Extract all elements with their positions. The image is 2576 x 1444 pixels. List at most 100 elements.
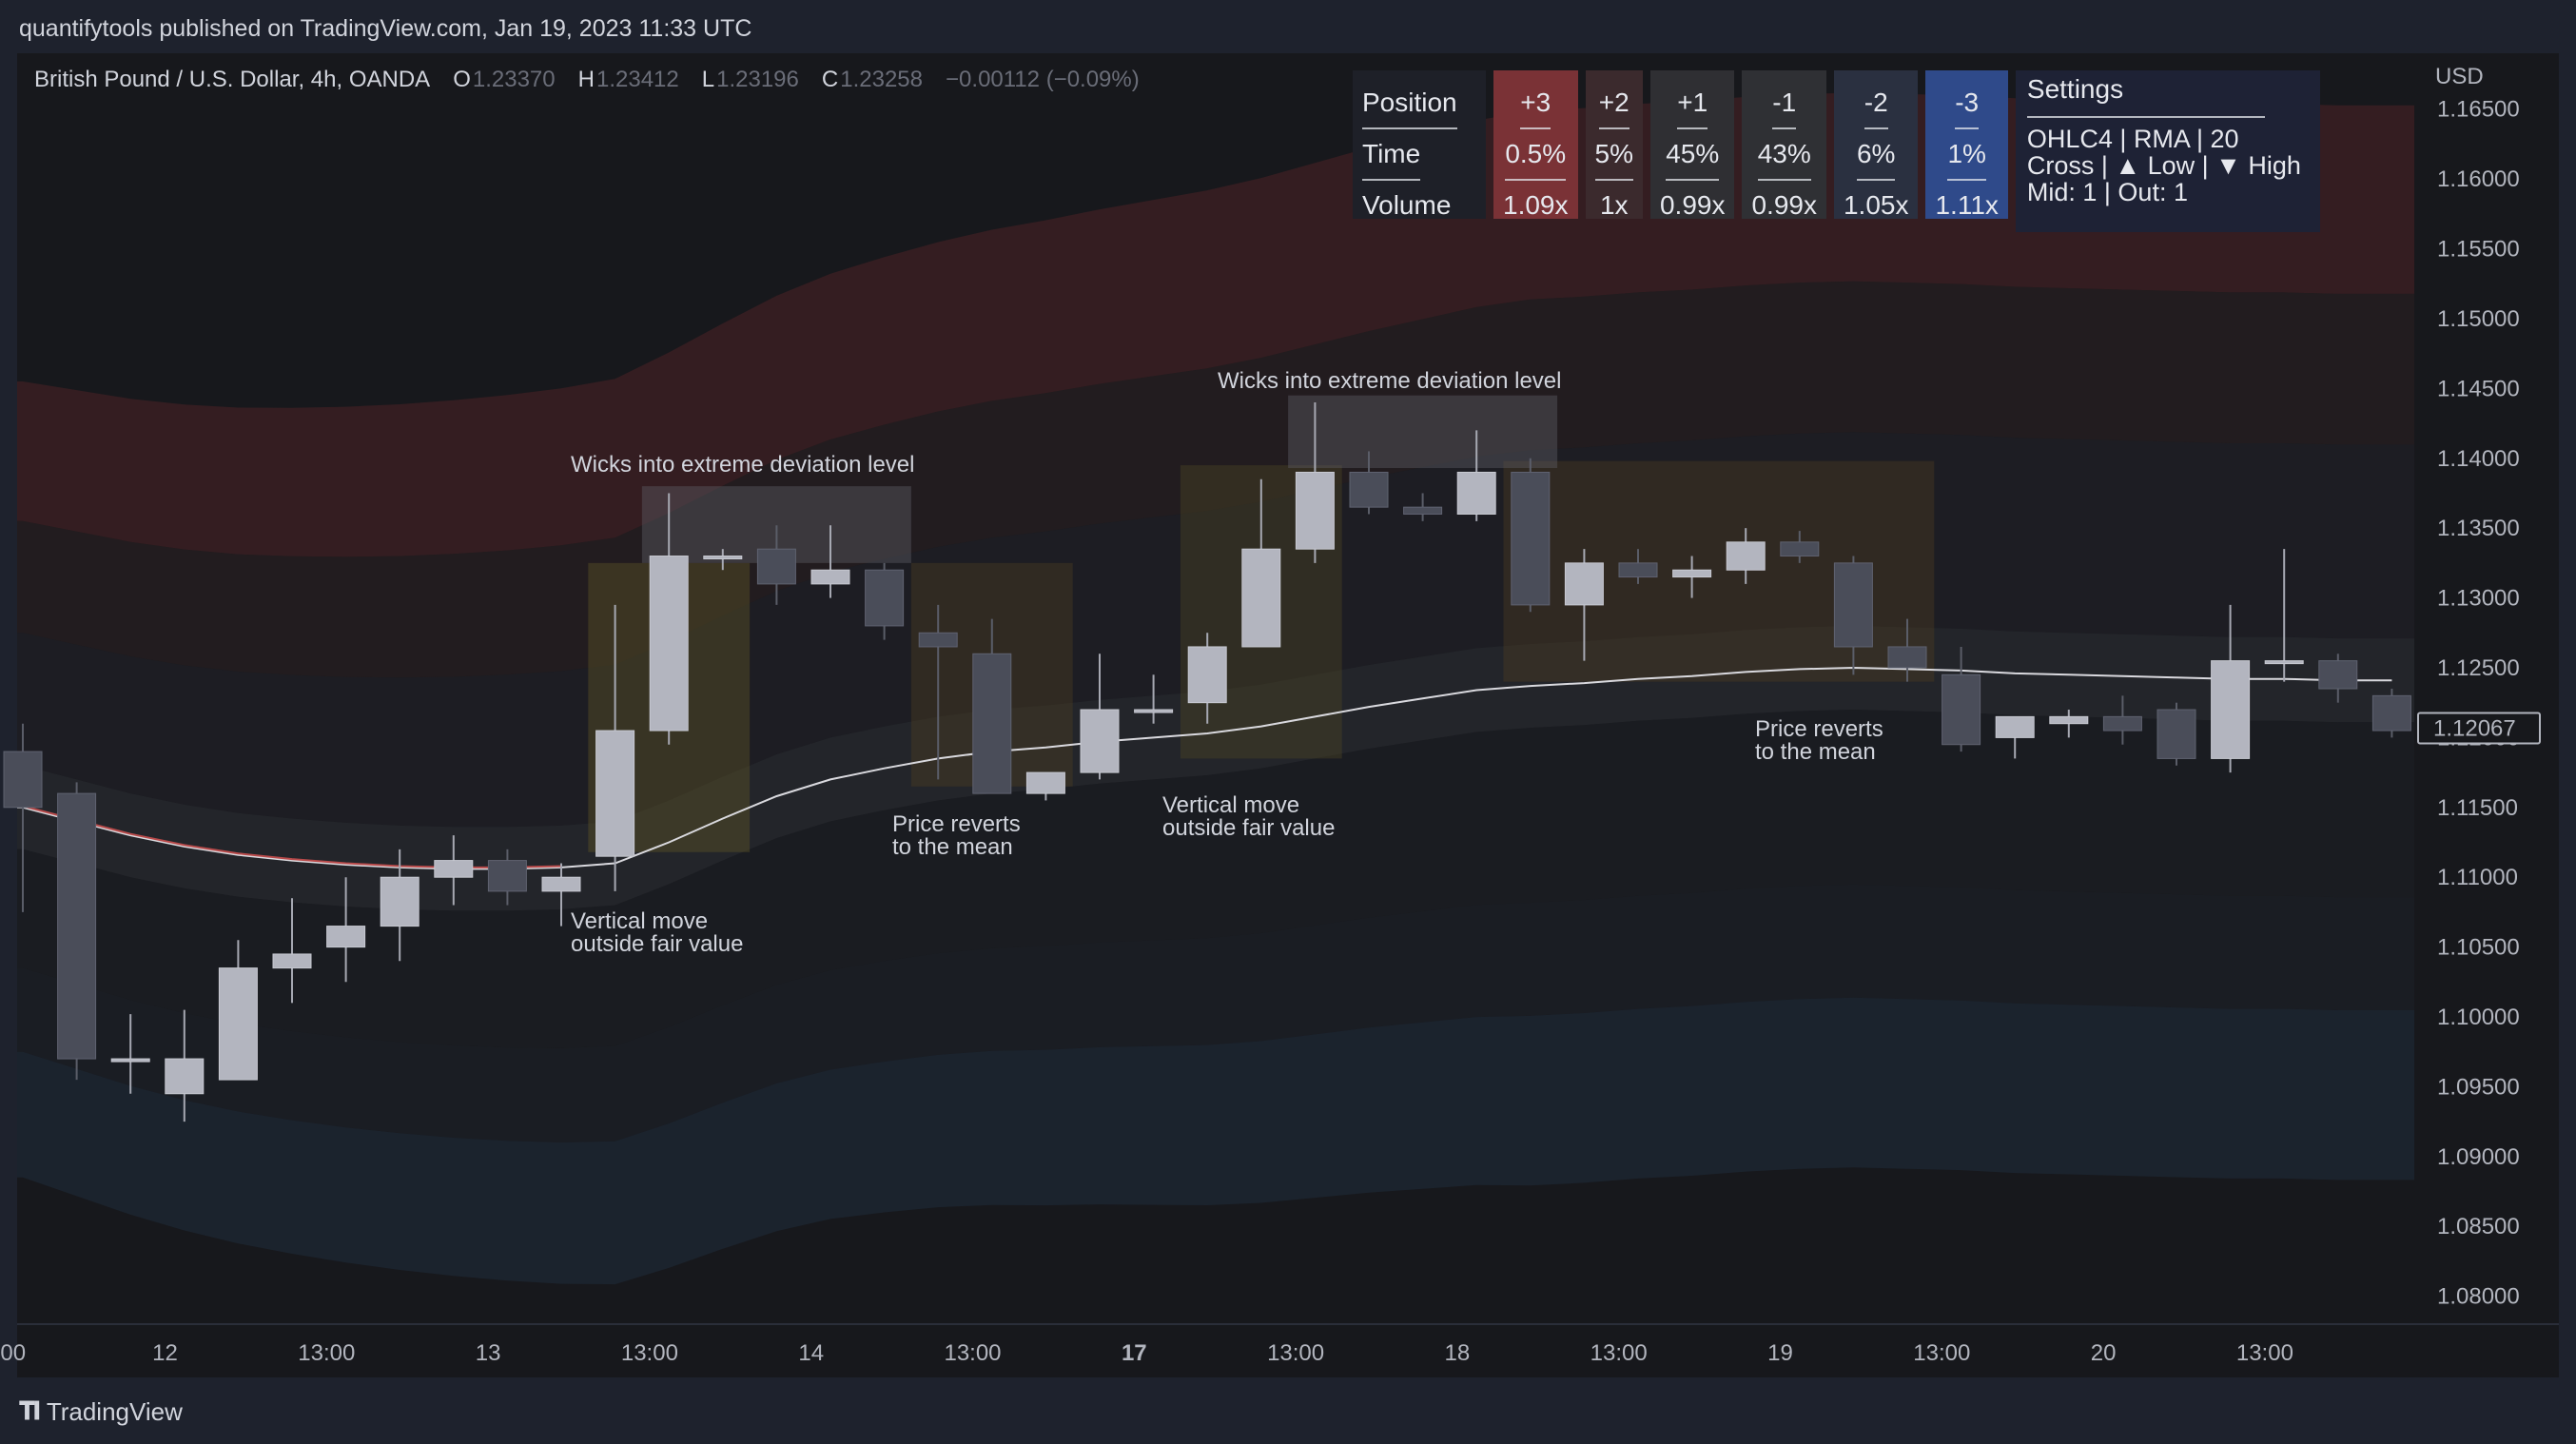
time-tick-label: 13:00: [621, 1340, 678, 1366]
time-tick-label: 17: [1122, 1340, 1147, 1366]
time-value: 43%: [1757, 129, 1811, 181]
candle[interactable]: [1295, 402, 1335, 563]
stats-column-minus2: -2 6% 1.05x: [1833, 70, 1919, 220]
candle[interactable]: [3, 723, 43, 912]
candle[interactable]: [2049, 710, 2089, 738]
annotation-text: outside fair value: [571, 931, 743, 957]
tradingview-logo-icon: 𝐓𝐈: [19, 1396, 41, 1425]
candle[interactable]: [918, 604, 958, 780]
price-tick-label: 1.08500: [2437, 1214, 2520, 1239]
candle[interactable]: [865, 562, 905, 640]
candle[interactable]: [1187, 633, 1227, 724]
settings-line-1: OHLC4 | RMA | 20: [2026, 125, 2239, 153]
candle[interactable]: [1780, 531, 1820, 563]
candle[interactable]: [2318, 654, 2358, 703]
candle[interactable]: [1349, 451, 1389, 515]
candle-body-up: [1241, 548, 1281, 648]
candle[interactable]: [57, 782, 97, 1081]
candle-body-up: [703, 556, 743, 560]
candle[interactable]: [326, 877, 366, 983]
price-tick-label: 1.16000: [2437, 166, 2520, 192]
candle[interactable]: [1456, 430, 1496, 521]
candle-body-up: [2211, 660, 2251, 759]
candle[interactable]: [1080, 654, 1120, 780]
candle-body-down: [1887, 646, 1927, 669]
candle[interactable]: [972, 618, 1012, 794]
price-tick-label: 1.11500: [2437, 795, 2518, 821]
time-tick-label: 20: [2091, 1340, 2117, 1366]
close-label: C: [821, 67, 839, 92]
candle[interactable]: [1833, 556, 1873, 675]
candle-body-down: [756, 548, 796, 585]
lower-fair-band: [17, 710, 2414, 1048]
candle-body-down: [1618, 562, 1658, 578]
wick-box-2: [1288, 395, 1558, 469]
candle[interactable]: [165, 1009, 205, 1122]
time-tick-label: 18: [1445, 1340, 1471, 1366]
time-tick-label: 12: [152, 1340, 178, 1366]
candle-body-down: [918, 632, 958, 648]
candle[interactable]: [756, 525, 796, 605]
candle[interactable]: [1025, 771, 1065, 801]
upper-fair-band: [17, 432, 2414, 828]
volume-value: 0.99x: [1659, 190, 1726, 220]
candle[interactable]: [1241, 478, 1281, 648]
stats-column-minus3: -3 1% 1.11x: [1925, 70, 2008, 220]
candle[interactable]: [110, 1014, 150, 1094]
currency-label: USD: [2435, 64, 2484, 89]
candle[interactable]: [1672, 556, 1712, 598]
time-tick-label: 14: [798, 1340, 824, 1366]
settings-title: Settings: [2026, 76, 2265, 118]
position-value: -3: [1955, 78, 1980, 129]
low-value: 1.23196: [716, 67, 799, 92]
time-tick-label: 13: [476, 1340, 501, 1366]
time-tick-label: 13:00: [1267, 1340, 1324, 1366]
time-value: 1%: [1947, 129, 1986, 181]
candle-body-down: [1403, 506, 1443, 515]
candle[interactable]: [2264, 549, 2304, 682]
candle[interactable]: [2371, 689, 2411, 738]
candle[interactable]: [2211, 604, 2251, 773]
upper-deviation-band: [17, 281, 2414, 678]
candle-body-up: [1995, 715, 2035, 738]
row-labels-column: Position Time Volume: [1353, 70, 1486, 220]
tradingview-logo[interactable]: 𝐓𝐈 TradingView: [19, 1396, 183, 1427]
candle[interactable]: [541, 863, 581, 927]
candle[interactable]: [1564, 549, 1604, 661]
candle[interactable]: [1887, 618, 1927, 682]
candle[interactable]: [434, 835, 474, 906]
time-value: 6%: [1856, 129, 1896, 181]
candle[interactable]: [1726, 528, 1766, 584]
candle[interactable]: [703, 549, 743, 571]
time-tick-label: 3:00: [0, 1340, 26, 1366]
candle[interactable]: [810, 525, 850, 598]
candle[interactable]: [2102, 695, 2142, 745]
candle[interactable]: [380, 849, 420, 962]
candle[interactable]: [487, 849, 527, 906]
candle[interactable]: [218, 940, 258, 1081]
candle[interactable]: [1511, 458, 1551, 613]
candle[interactable]: [595, 604, 635, 891]
candle[interactable]: [1995, 715, 2035, 759]
volume-value: 1.11x: [1935, 190, 1999, 220]
candle[interactable]: [649, 493, 689, 745]
candle[interactable]: [1618, 549, 1658, 584]
candle-body-down: [1349, 471, 1389, 508]
stats-column-plus2: +2 5% 1x: [1585, 70, 1643, 220]
candle-body-down: [1511, 471, 1551, 606]
time-tick-label: 13:00: [298, 1340, 355, 1366]
candle[interactable]: [1134, 674, 1174, 724]
candle-body-up: [1456, 471, 1496, 515]
price-axis-bg: [2414, 53, 2559, 1324]
candle[interactable]: [272, 898, 312, 1004]
price-chart[interactable]: Wicks into extreme deviation level Vertic…: [0, 0, 2576, 1379]
candle-body-down: [972, 653, 1012, 794]
candle[interactable]: [1942, 646, 1981, 752]
candle-body-up: [326, 926, 366, 948]
candle-body-down: [2102, 715, 2142, 732]
price-tick-label: 1.14500: [2437, 376, 2520, 401]
candle[interactable]: [1403, 493, 1443, 521]
candle[interactable]: [2156, 702, 2196, 766]
candle-body-up: [595, 730, 635, 857]
time-value: 5%: [1594, 129, 1633, 181]
